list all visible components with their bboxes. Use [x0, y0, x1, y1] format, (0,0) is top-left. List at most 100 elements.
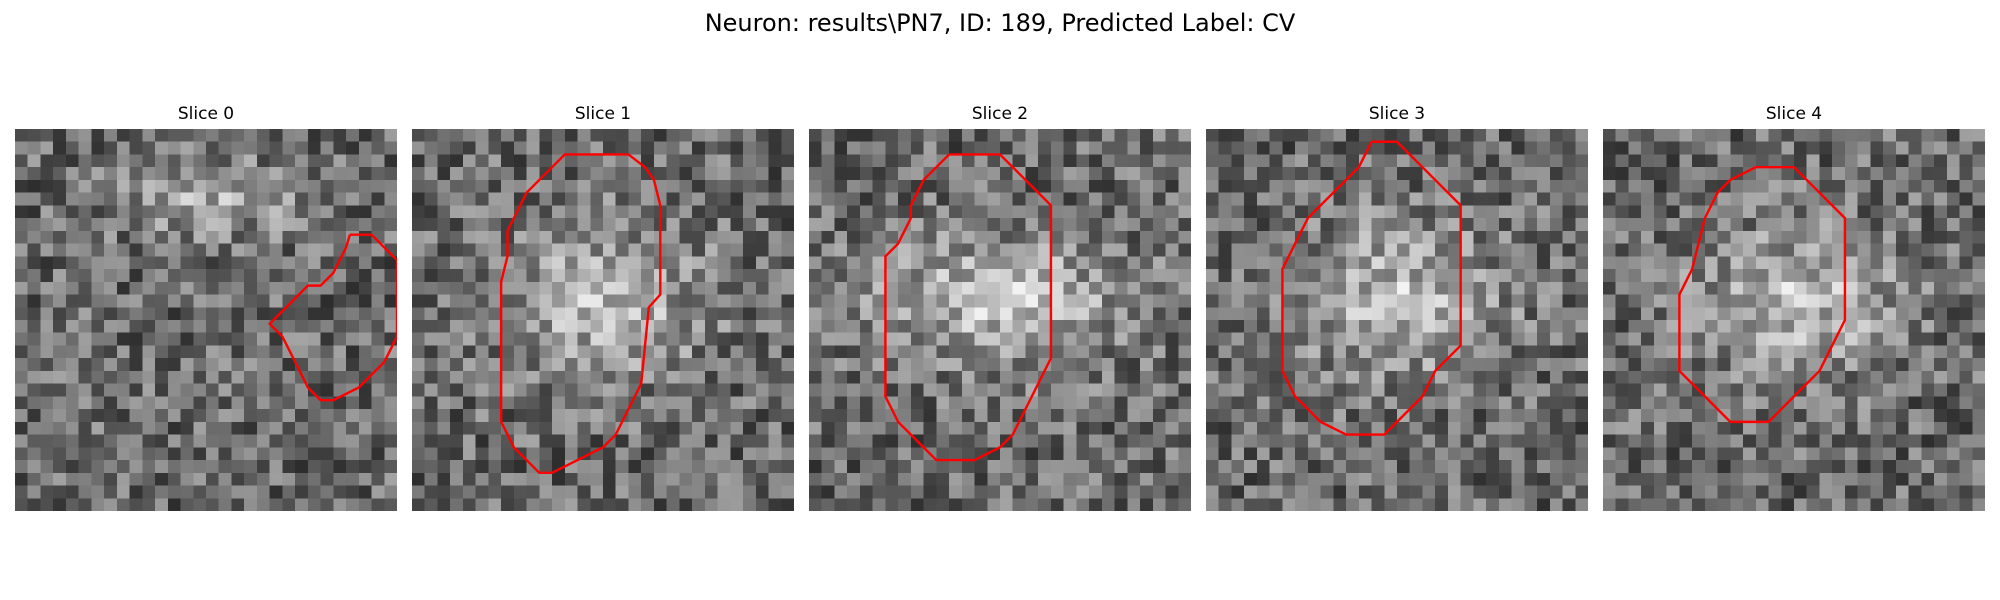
image-pixel — [1679, 192, 1693, 206]
image-pixel — [1562, 409, 1576, 423]
image-pixel — [1781, 230, 1795, 244]
image-pixel — [1127, 129, 1141, 142]
image-pixel — [307, 332, 321, 346]
image-pixel — [1524, 383, 1538, 397]
image-pixel — [1666, 307, 1680, 321]
image-pixel — [1921, 294, 1935, 308]
image-pixel — [949, 332, 963, 346]
image-pixel — [346, 218, 360, 232]
image-pixel — [1895, 205, 1909, 219]
image-pixel — [475, 472, 489, 486]
image-pixel — [1295, 434, 1309, 448]
image-pixel — [40, 141, 54, 155]
image-pixel — [1218, 230, 1232, 244]
image-pixel — [717, 345, 731, 359]
image-pixel — [1653, 434, 1667, 448]
image-pixel — [1218, 447, 1232, 461]
image-pixel — [872, 192, 886, 206]
image-pixel — [1819, 269, 1833, 283]
image-pixel — [1832, 167, 1846, 181]
image-pixel — [1384, 129, 1398, 142]
image-pixel — [193, 307, 207, 321]
image-pixel — [1244, 307, 1258, 321]
image-pixel — [1615, 421, 1629, 435]
image-pixel — [859, 230, 873, 244]
image-pixel — [628, 472, 642, 486]
image-pixel — [743, 230, 757, 244]
image-pixel — [116, 320, 130, 333]
image-pixel — [437, 307, 451, 321]
image-pixel — [743, 421, 757, 435]
image-pixel — [1883, 269, 1897, 283]
image-pixel — [307, 320, 321, 333]
image-pixel — [615, 230, 629, 244]
image-pixel — [475, 218, 489, 232]
image-pixel — [692, 332, 706, 346]
image-pixel — [539, 154, 553, 168]
image-pixel — [1384, 485, 1398, 499]
image-pixel — [116, 383, 130, 397]
image-pixel — [1641, 409, 1655, 423]
image-pixel — [256, 179, 270, 193]
image-pixel — [65, 230, 79, 244]
image-pixel — [65, 485, 79, 499]
image-pixel — [641, 421, 655, 435]
image-pixel — [821, 192, 835, 206]
image-pixel — [847, 141, 861, 155]
image-pixel — [65, 396, 79, 410]
image-pixel — [91, 498, 105, 511]
image-pixel — [1641, 320, 1655, 333]
image-pixel — [539, 358, 553, 372]
image-pixel — [809, 269, 822, 283]
image-pixel — [577, 396, 591, 410]
image-pixel — [961, 421, 975, 435]
image-pixel — [1269, 230, 1283, 244]
image-pixel — [15, 129, 28, 142]
image-pixel — [1511, 256, 1525, 270]
image-pixel — [1743, 141, 1757, 155]
image-pixel — [1358, 281, 1372, 295]
image-pixel — [1447, 358, 1461, 372]
image-pixel — [1781, 320, 1795, 333]
image-pixel — [961, 256, 975, 270]
image-pixel — [1038, 129, 1052, 142]
image-pixel — [628, 396, 642, 410]
image-pixel — [1653, 320, 1667, 333]
image-pixel — [15, 396, 28, 410]
image-pixel — [1781, 281, 1795, 295]
image-pixel — [193, 129, 207, 142]
image-pixel — [320, 434, 334, 448]
image-pixel — [1921, 370, 1935, 384]
image-pixel — [1127, 345, 1141, 359]
image-pixel — [1755, 332, 1769, 346]
image-pixel — [424, 281, 438, 295]
image-pixel — [1050, 332, 1064, 346]
image-pixel — [730, 370, 744, 384]
image-pixel — [1946, 205, 1960, 219]
image-pixel — [821, 421, 835, 435]
image-pixel — [1934, 269, 1948, 283]
image-pixel — [320, 205, 334, 219]
image-pixel — [577, 358, 591, 372]
image-pixel — [104, 485, 118, 499]
image-pixel — [333, 141, 347, 155]
image-pixel — [552, 179, 566, 193]
image-pixel — [27, 409, 41, 423]
image-pixel — [1883, 218, 1897, 232]
image-pixel — [1282, 485, 1296, 499]
image-pixel — [1679, 447, 1693, 461]
image-pixel — [513, 269, 527, 283]
image-pixel — [1089, 370, 1103, 384]
image-pixel — [193, 396, 207, 410]
image-pixel — [218, 281, 232, 295]
image-pixel — [552, 460, 566, 474]
image-pixel — [885, 269, 899, 283]
image-pixel — [1692, 447, 1706, 461]
image-pixel — [1730, 332, 1744, 346]
image-pixel — [1384, 243, 1398, 257]
image-pixel — [898, 243, 912, 257]
image-pixel — [1409, 179, 1423, 193]
image-pixel — [1333, 460, 1347, 474]
image-pixel — [1114, 167, 1128, 181]
image-pixel — [116, 230, 130, 244]
